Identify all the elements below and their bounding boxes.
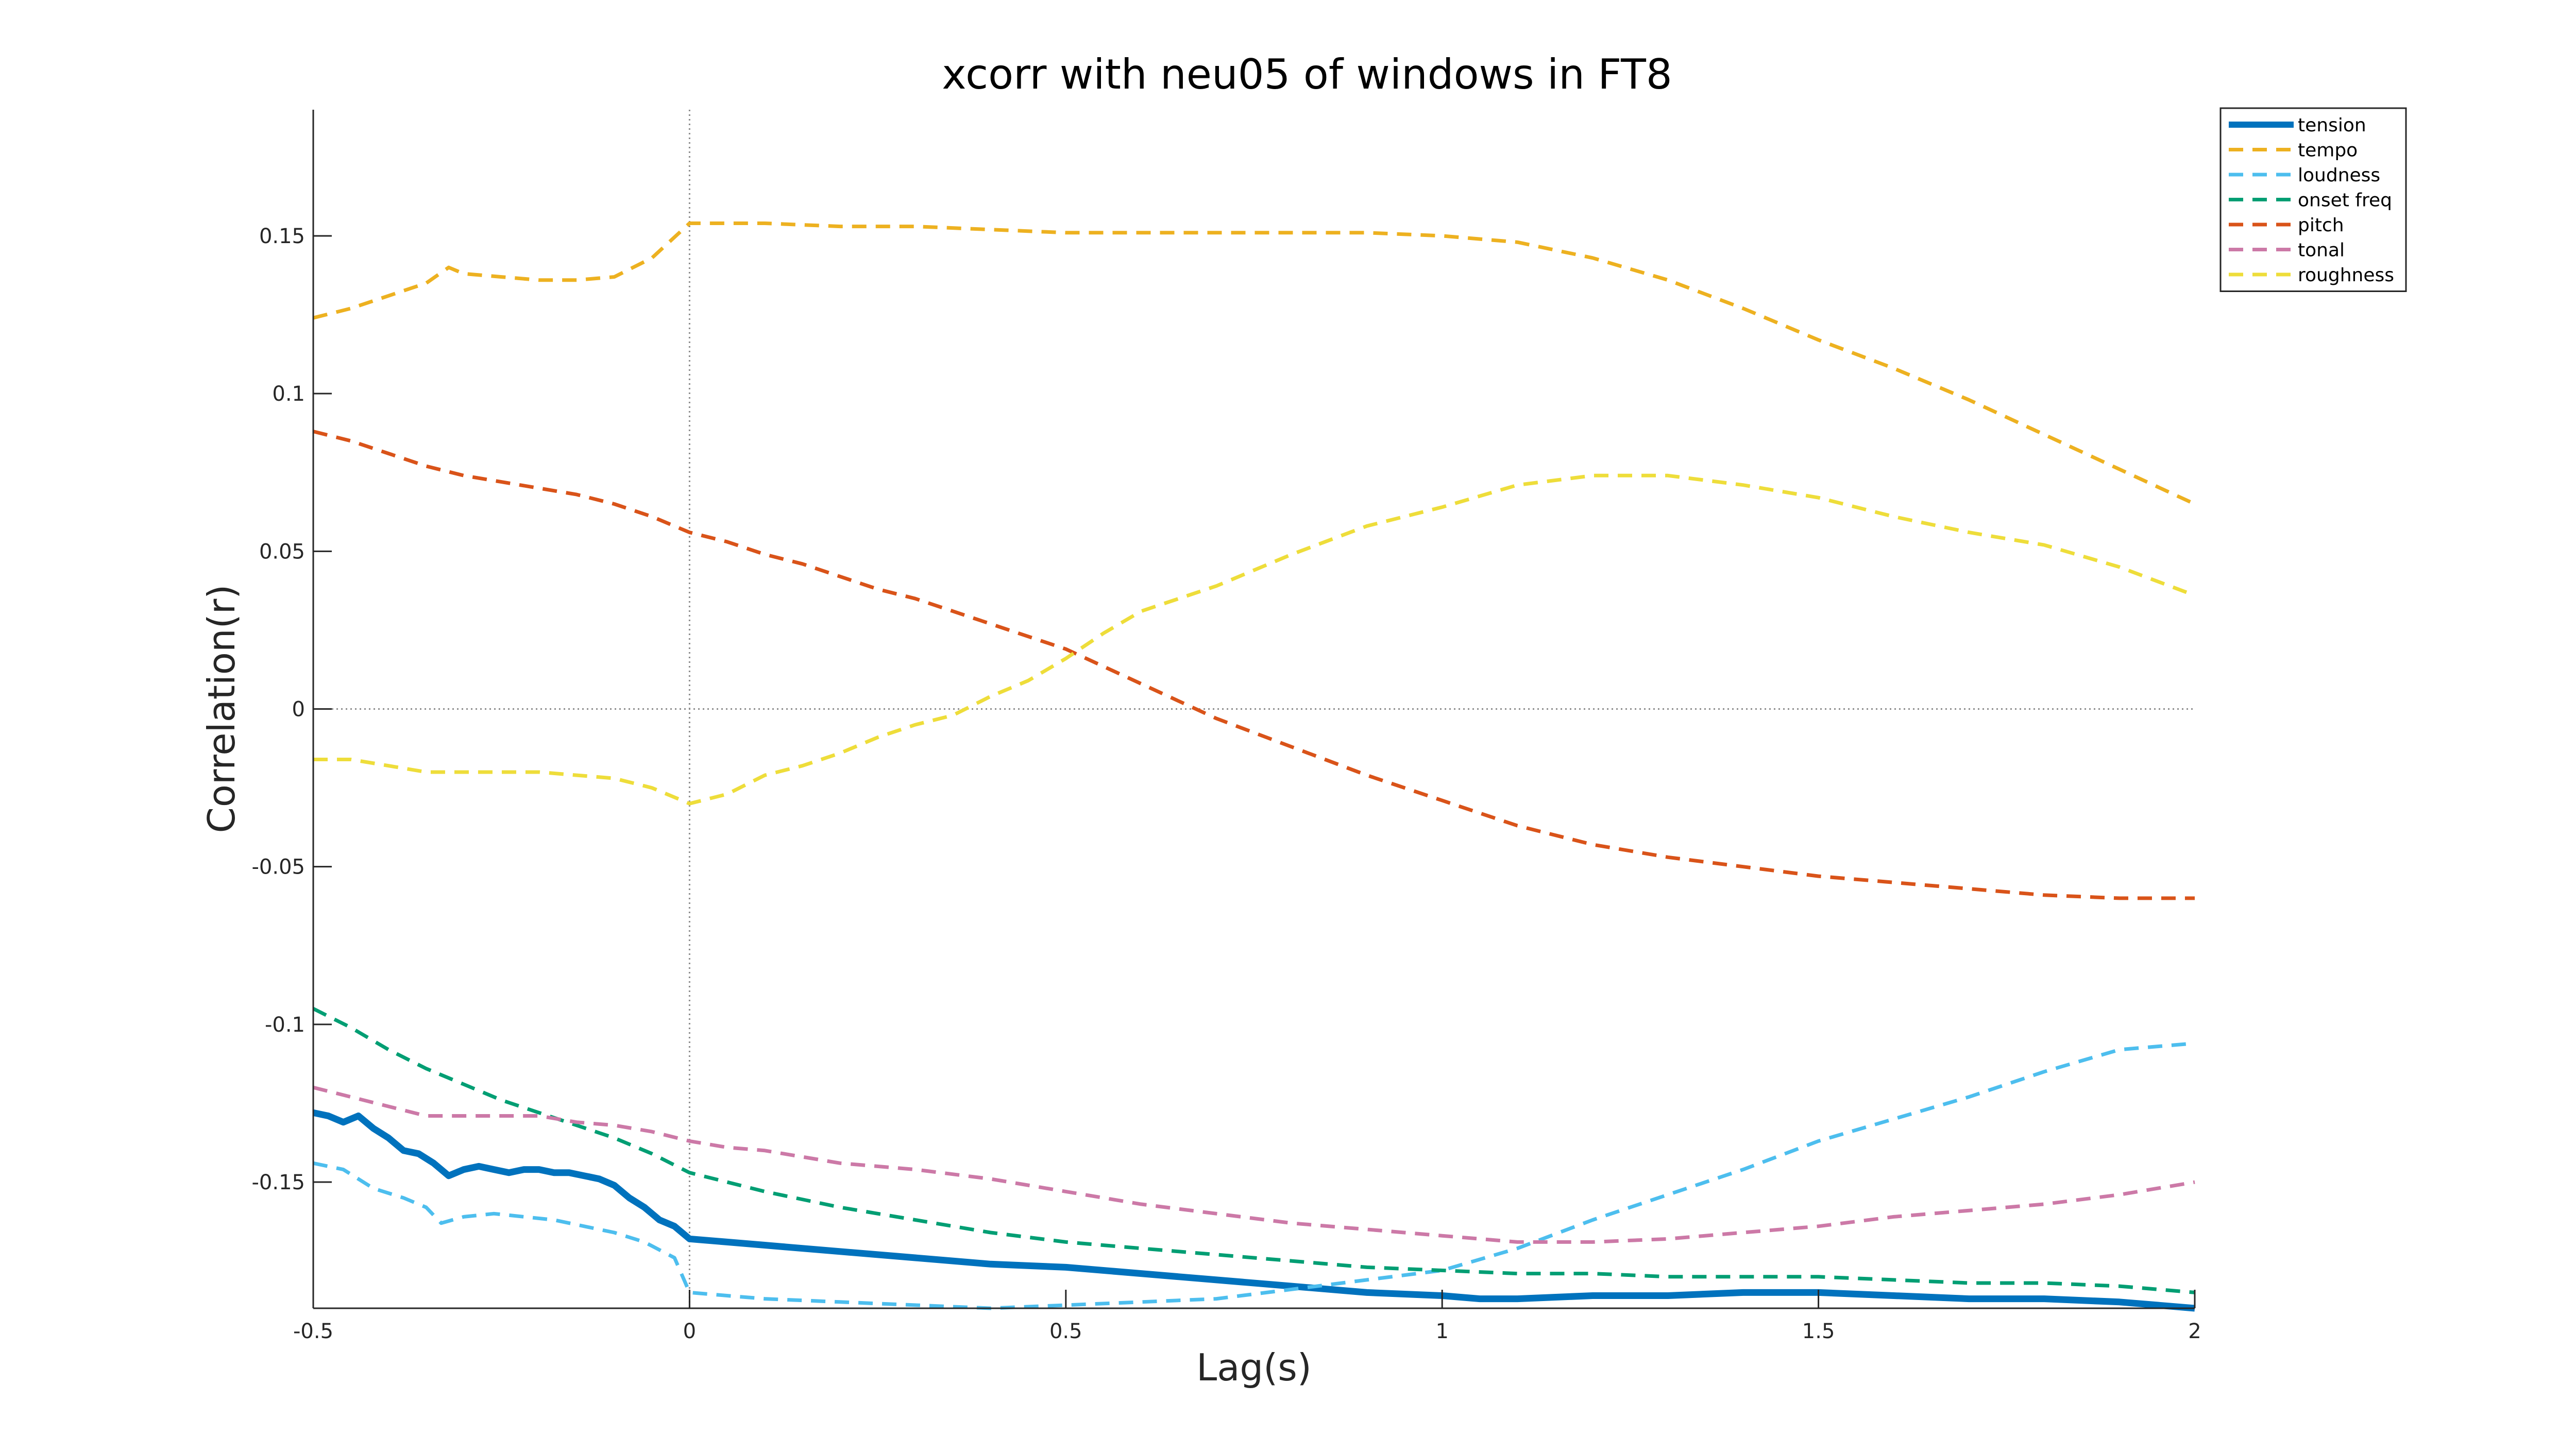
axes: -0.5 0 0.5 1 1.5 2 -0.15 -0.1 -0.05 0 0.05 0.1 0.15 [252, 110, 2201, 1343]
legend-label-tonal: tonal [2298, 240, 2345, 261]
series-line-roughness [313, 473, 2196, 806]
series-line-tempo [313, 221, 2196, 506]
legend-label-tempo: tempo [2298, 140, 2358, 161]
legend: tension tempo loudness onset freq pitch tonal… [2219, 107, 2407, 292]
x-tick-label: 1 [1435, 1320, 1448, 1343]
series-line-tonal [313, 1085, 2195, 1244]
series-layer [312, 221, 2196, 1312]
x-tick-label: 1.5 [1802, 1320, 1835, 1343]
chart-title: xcorr with neu05 of windows in FT8 [942, 50, 1672, 98]
legend-label-roughness: roughness [2298, 265, 2394, 286]
series-line-tension [312, 1109, 2195, 1312]
y-tick-label: 0.15 [259, 225, 305, 248]
series-line-pitch [313, 430, 2195, 900]
legend-label-loudness: loudness [2298, 165, 2380, 186]
legend-label-onset-freq: onset freq [2298, 190, 2392, 211]
y-tick-label: -0.15 [252, 1171, 306, 1194]
y-axis-title: Correlation(r) [200, 585, 243, 833]
y-tick-label: -0.1 [265, 1013, 305, 1037]
y-tick-label: 0 [292, 698, 305, 722]
y-tick-label: 0.05 [259, 540, 305, 563]
x-tick-label: -0.5 [293, 1320, 333, 1343]
legend-box [2219, 107, 2407, 292]
series-line-onset-freq [312, 1007, 2195, 1294]
legend-label-tension: tension [2298, 115, 2366, 136]
series-line-loudness [313, 1041, 2195, 1310]
x-axis-title: Lag(s) [1196, 1346, 1312, 1389]
x-tick-label: 0 [683, 1320, 696, 1343]
x-tick-label: 0.5 [1049, 1320, 1082, 1343]
x-tick-label: 2 [2188, 1320, 2201, 1343]
y-tick-label: 0.1 [272, 382, 305, 406]
reference-lines [313, 110, 2195, 1308]
legend-label-pitch: pitch [2298, 215, 2344, 236]
y-tick-label: -0.05 [252, 856, 306, 879]
